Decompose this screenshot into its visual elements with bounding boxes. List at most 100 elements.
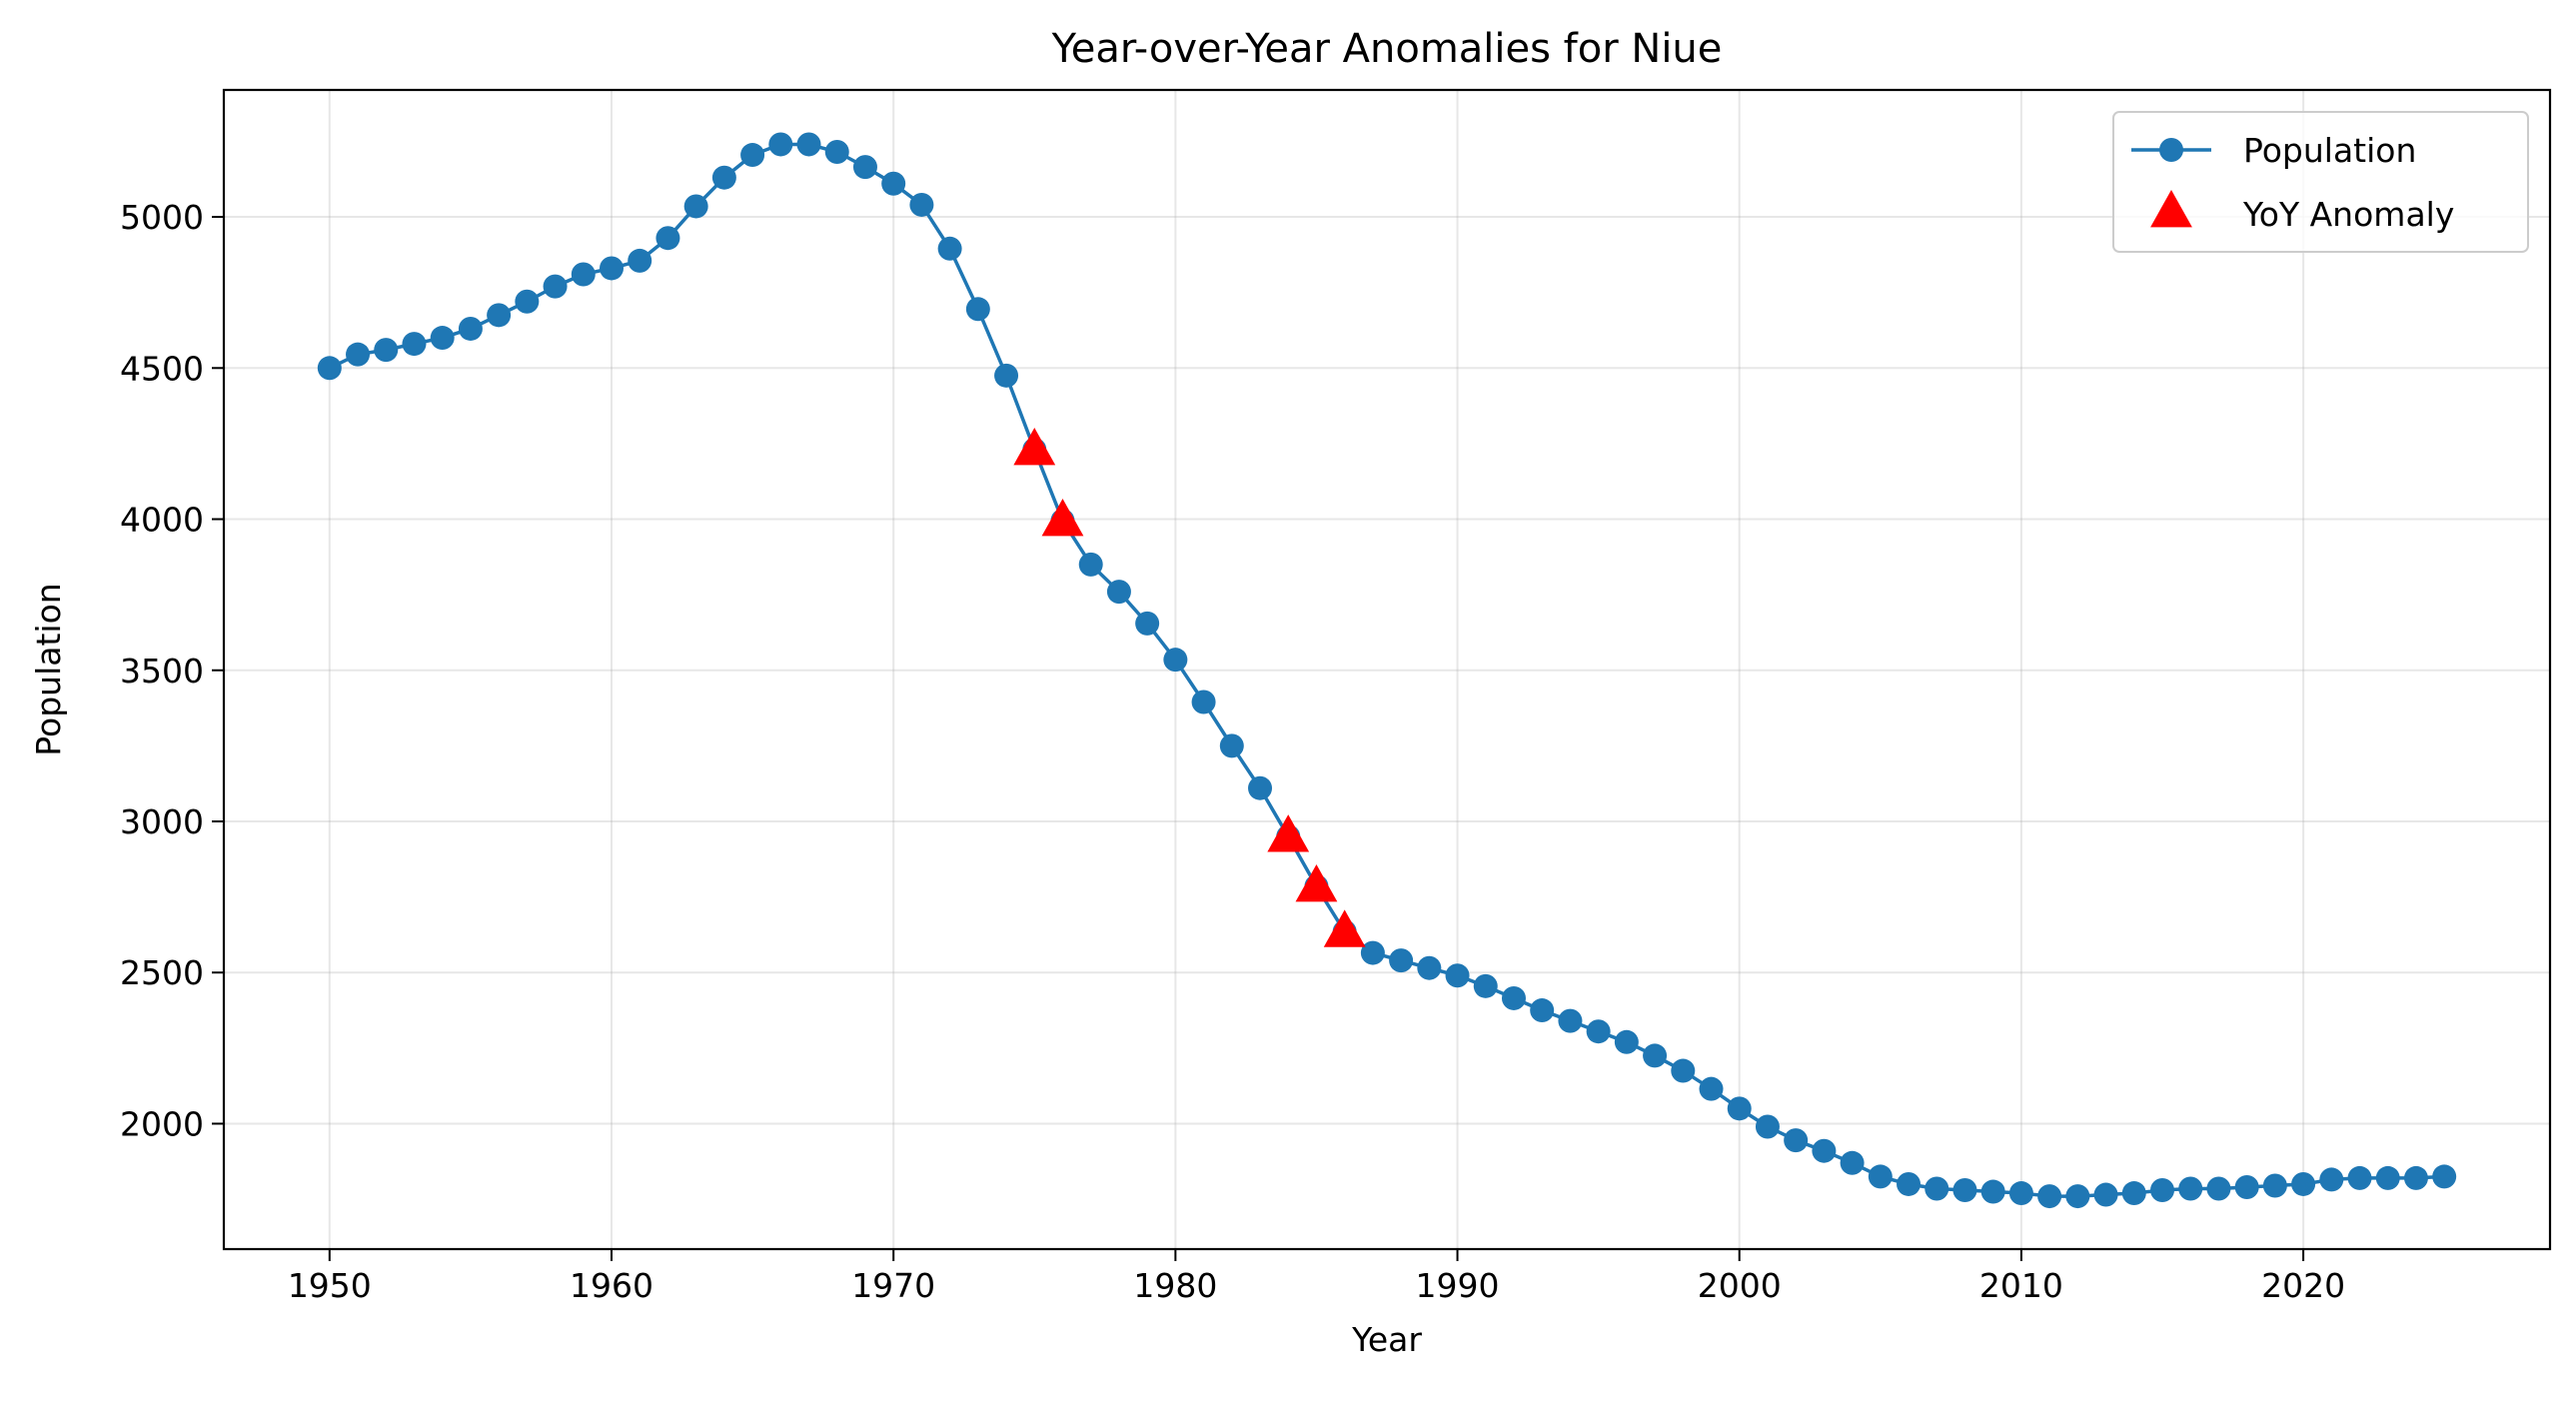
population-point [1868,1164,1893,1189]
population-point [1248,775,1273,800]
population-point [994,363,1019,388]
population-point [881,171,906,196]
population-point [1727,1096,1752,1121]
population-point [430,326,455,351]
y-tick-label: 4500 [120,349,204,388]
population-point [1417,955,1442,980]
chart-title: Year-over-Year Anomalies for Niue [1051,26,1723,72]
legend-population-marker [2159,138,2183,162]
legend-population-label: Population [2243,131,2416,170]
population-point [1163,648,1188,673]
population-point [600,256,624,281]
population-point [571,262,596,287]
grid [224,90,2550,1249]
population-point [909,192,934,217]
population-point [487,303,512,328]
population-point [2065,1184,2090,1209]
x-tick-label: 1950 [288,1266,372,1305]
population-point [1360,940,1385,965]
plot-data [317,132,2457,1209]
population-point [1530,998,1555,1023]
population-point [768,132,793,157]
population-point [2375,1165,2400,1190]
population-point [1135,611,1160,636]
population-point [965,297,990,322]
population-point [740,143,765,168]
population-point [1897,1171,1922,1196]
x-tick-label: 2020 [2261,1266,2345,1305]
legend-box [2112,111,2529,253]
population-point [1078,552,1103,577]
population-point [1699,1076,1724,1101]
population-point [852,155,877,180]
population-point [2008,1181,2033,1206]
anomaly-point [1295,864,1338,902]
population-point [1191,690,1216,714]
population-point [1812,1138,1837,1163]
population-point [2347,1165,2372,1190]
x-tick-label: 2010 [1979,1266,2063,1305]
legend-anomaly-triangle-icon [2150,190,2192,228]
population-point [515,289,540,314]
anomaly-point [1041,499,1084,537]
population-point [2319,1167,2344,1192]
population-point [1558,1008,1583,1033]
population-point [1614,1029,1639,1054]
population-point [2291,1171,2316,1196]
population-point [796,132,821,157]
population-point [2206,1176,2231,1201]
x-tick-label: 1960 [570,1266,653,1305]
population-point [1219,733,1244,758]
y-tick-label: 4000 [120,501,204,540]
population-point [1840,1150,1865,1175]
anomaly-point [1267,814,1310,852]
population-point [2093,1182,2118,1207]
population-point [1501,985,1526,1010]
population-point [2432,1164,2457,1189]
anomaly-point [1013,427,1056,466]
population-point [1445,963,1470,988]
x-tick-label: 1970 [851,1266,935,1305]
x-tick-label: 1980 [1133,1266,1217,1305]
anomaly-point [1323,909,1366,947]
population-point [2037,1184,2062,1209]
y-tick-label: 2000 [120,1104,204,1143]
y-axis-label: Population [29,583,68,755]
x-axis-label: Year [1351,1320,1422,1359]
axis-ticks: 1950 1960 1970 1980 1990 2000 2010 2020 2000 2500… [120,198,2345,1305]
population-point [2121,1181,2146,1206]
population-point [458,316,483,341]
population-point [1755,1114,1780,1139]
y-tick-label: 5000 [120,198,204,237]
population-point [1473,973,1498,998]
population-point [1389,948,1414,973]
population-point [1980,1179,2005,1204]
population-point [1671,1058,1696,1083]
legend-anomaly-label: YoY Anomaly [2242,195,2454,234]
population-point [824,140,849,165]
population-point [317,356,342,381]
population-point [346,342,371,367]
population-point [628,248,652,273]
population-point [402,332,427,357]
population-point [2150,1178,2174,1203]
population-point [2178,1176,2203,1201]
population-point [655,226,680,251]
population-point [711,165,736,190]
population-point [2262,1173,2287,1198]
y-tick-label: 3500 [120,652,204,691]
population-point [2403,1165,2428,1190]
legend: Population YoY Anomaly [2112,111,2529,253]
y-tick-label: 3000 [120,802,204,841]
population-point [1586,1019,1611,1044]
population-point [543,274,568,299]
population-point [1952,1178,1977,1203]
population-point [1106,580,1131,605]
population-point [683,194,708,219]
population-point [937,236,962,261]
population-point [1784,1128,1809,1153]
population-point [2234,1174,2259,1199]
population-line [329,142,2445,1198]
